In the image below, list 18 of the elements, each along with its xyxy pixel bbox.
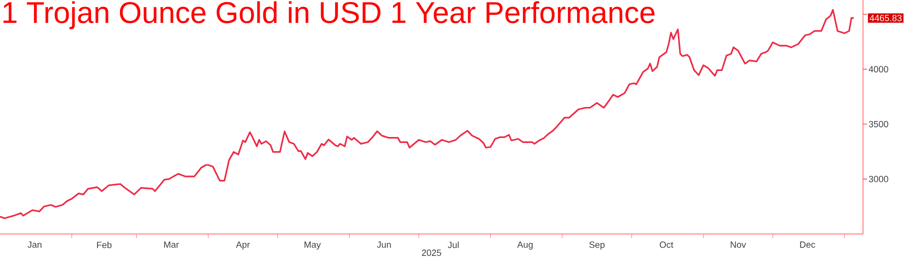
x-axis-title: 2025 (422, 250, 442, 256)
x-tick-label: Oct (660, 242, 674, 248)
x-tick-label: Apr (236, 242, 250, 250)
y-tick-label: 3000 (868, 176, 888, 182)
annotation: 4465.83 (870, 14, 902, 22)
x-tick-label: Feb (97, 242, 112, 248)
x-tick-label: May (304, 242, 321, 250)
x-tick-label: Jan (28, 242, 42, 248)
x-tick-label: Sep (589, 242, 605, 250)
x-tick-label: Nov (730, 242, 746, 248)
x-tick-label: Mar (164, 242, 179, 248)
x-tick-label: Jun (376, 242, 391, 248)
x-tick-label: Dec (800, 242, 816, 248)
y-tick-label: 3500 (868, 120, 888, 128)
y-tick-label: 4000 (868, 66, 888, 72)
x-tick-label: Aug (517, 242, 533, 250)
x-tick-label: Jul (448, 242, 459, 248)
chart-title: 1 Trojan Ounce Gold in USD 1 Year Performance (4, 1, 655, 30)
